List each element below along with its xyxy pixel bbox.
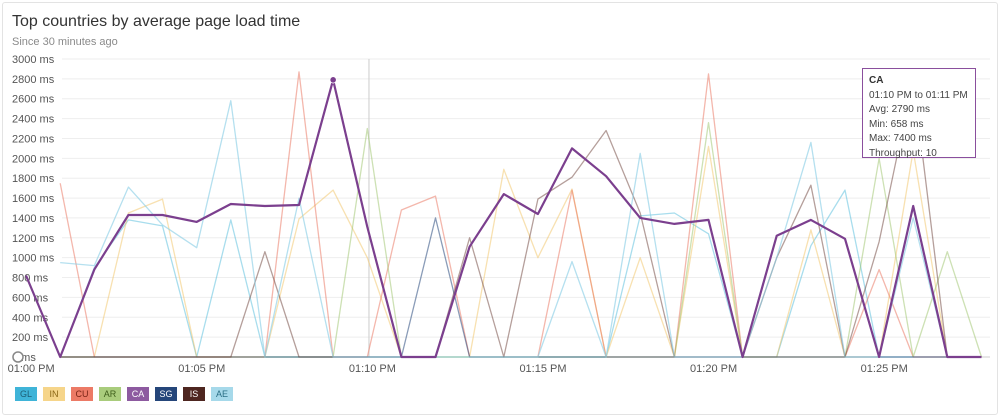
- chart-title: Top countries by average page load time: [12, 13, 301, 30]
- y-tick-label: 600 ms: [12, 292, 49, 304]
- legend-item-is[interactable]: IS: [183, 387, 205, 401]
- y-tick-label: 200 ms: [12, 332, 49, 344]
- x-tick-label: 01:15 PM: [519, 363, 566, 375]
- y-tick-label: 1200 ms: [12, 233, 55, 245]
- x-tick-label: 01:20 PM: [690, 363, 737, 375]
- x-tick-label: 01:10 PM: [349, 363, 396, 375]
- hover-point: [329, 76, 337, 84]
- chart-subtitle: Since 30 minutes ago: [12, 36, 118, 48]
- tooltip-range: 01:10 PM to 01:11 PM: [869, 89, 968, 101]
- legend-item-ca[interactable]: CA: [127, 387, 149, 401]
- y-tick-label: 800 ms: [12, 273, 49, 285]
- y-tick-label: 400 ms: [12, 312, 49, 324]
- chart-tooltip: CA 01:10 PM to 01:11 PM Avg: 2790 ms Min…: [862, 68, 976, 159]
- tooltip-avg: Avg: 2790 ms: [869, 104, 930, 115]
- series-line-is: [60, 78, 982, 358]
- series-line-ae: [60, 100, 982, 358]
- x-tick-label: 01:05 PM: [178, 363, 225, 375]
- x-tick-label: 01:25 PM: [861, 363, 908, 375]
- x-tick-label: 01:00 PM: [8, 363, 55, 375]
- chart-legend: GL IN CU AR CA SG IS AE: [15, 387, 233, 401]
- legend-item-ar[interactable]: AR: [99, 387, 121, 401]
- legend-item-cu[interactable]: CU: [71, 387, 93, 401]
- y-tick-label: 2400 ms: [12, 114, 55, 126]
- y-tick-label: 2600 ms: [12, 94, 55, 106]
- tooltip-throughput: Throughput: 10: [869, 147, 937, 159]
- y-tick-label: 3000 ms: [12, 54, 55, 66]
- tooltip-max: Max: 7400 ms: [869, 133, 932, 144]
- legend-item-in[interactable]: IN: [43, 387, 65, 401]
- series-line-ca: [24, 78, 982, 359]
- y-tick-label: 2000 ms: [12, 153, 55, 165]
- tooltip-title: CA: [869, 75, 884, 86]
- y-tick-label: 1800 ms: [12, 173, 55, 185]
- tooltip-min: Min: 658 ms: [869, 118, 924, 130]
- y-tick-label: 2200 ms: [12, 133, 55, 145]
- y-tick-label: 1400 ms: [12, 213, 55, 225]
- y-tick-label: 1000 ms: [12, 253, 55, 265]
- legend-item-ae[interactable]: AE: [211, 387, 233, 401]
- legend-item-sg[interactable]: SG: [155, 387, 177, 401]
- y-tick-label: 2800 ms: [12, 74, 55, 86]
- y-tick-label: 1600 ms: [12, 193, 55, 205]
- legend-item-gl[interactable]: GL: [15, 387, 37, 401]
- scrub-handle: [12, 351, 24, 363]
